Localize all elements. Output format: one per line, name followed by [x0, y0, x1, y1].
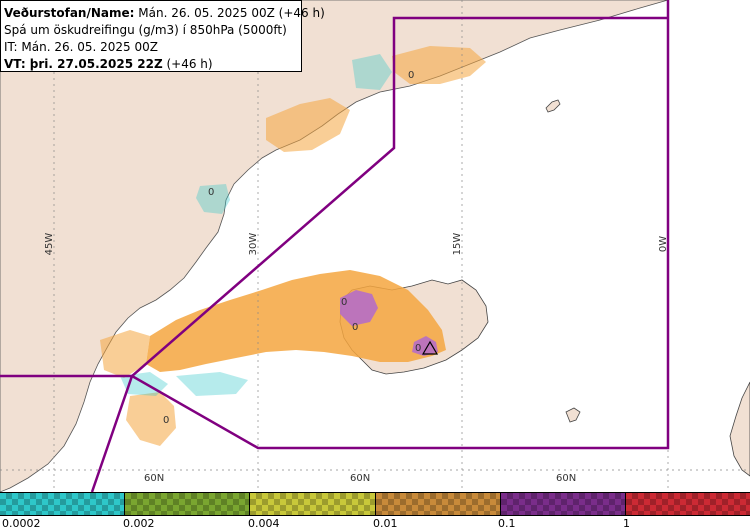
legend-label: 0.1 [498, 517, 516, 530]
volcano-marker [421, 340, 439, 355]
lon-label-0w: 0W [658, 236, 669, 252]
ash-low-fringe [120, 54, 392, 396]
info-title-prefix: Veðurstofan/Name: [4, 6, 135, 20]
forecast-info-box: Veðurstofan/Name: Mán. 26. 05. 2025 00Z … [0, 0, 325, 73]
contour-label: 0 [341, 297, 347, 308]
fir-boundary [129, 0, 670, 450]
color-legend [0, 492, 750, 516]
legend-label: 0.0002 [2, 517, 41, 530]
lon-label-45w: 45W [44, 233, 55, 256]
legend-swatch [624, 493, 750, 515]
info-description: Spá um öskudreifingu (g/m3) í 850hPa (50… [4, 23, 287, 37]
legend-label: 1 [623, 517, 630, 530]
legend-swatch [499, 493, 625, 515]
contour-label: 0 [415, 343, 421, 354]
legend-label: 0.002 [123, 517, 155, 530]
info-valid-time-label: VT: þri. 27.05.2025 22Z [4, 57, 163, 71]
info-valid-time-suffix: (+46 h) [162, 57, 213, 71]
legend-labels: 0.0002 0.002 0.004 0.01 0.1 1 [0, 516, 750, 532]
contour-label: 0 [352, 322, 358, 333]
faroe-land [565, 407, 581, 423]
ash-high-concentration [340, 290, 438, 356]
info-initial-time: IT: Mán. 26. 05. 2025 00Z [4, 40, 158, 54]
norway-land [729, 381, 750, 477]
legend-swatch [249, 493, 375, 515]
legend-label: 0.004 [248, 517, 280, 530]
lon-label-30w: 30W [248, 233, 259, 256]
lat-label-60n-2: 60N [350, 473, 370, 484]
legend-label: 0.01 [373, 517, 398, 530]
ash-cloud-fringe [100, 46, 486, 446]
lon-label-15w: 15W [452, 233, 463, 256]
contour-label: 0 [208, 187, 214, 198]
fir-boundary-west [0, 374, 134, 493]
contour-label: 0 [163, 415, 169, 426]
legend-swatch [124, 493, 250, 515]
jan-mayen-land [545, 99, 561, 113]
info-valid-time: VT: þri. 27.05.2025 22Z (+46 h) [4, 56, 301, 73]
info-title: Veðurstofan/Name: Mán. 26. 05. 2025 00Z … [4, 5, 325, 22]
legend-swatch [0, 493, 125, 515]
contour-label: 0 [408, 70, 414, 81]
info-title-rest: Mán. 26. 05. 2025 00Z (+46 h) [134, 6, 325, 20]
legend-swatch [374, 493, 500, 515]
lat-label-60n-3: 60N [556, 473, 576, 484]
lat-label-60n-1: 60N [144, 473, 164, 484]
